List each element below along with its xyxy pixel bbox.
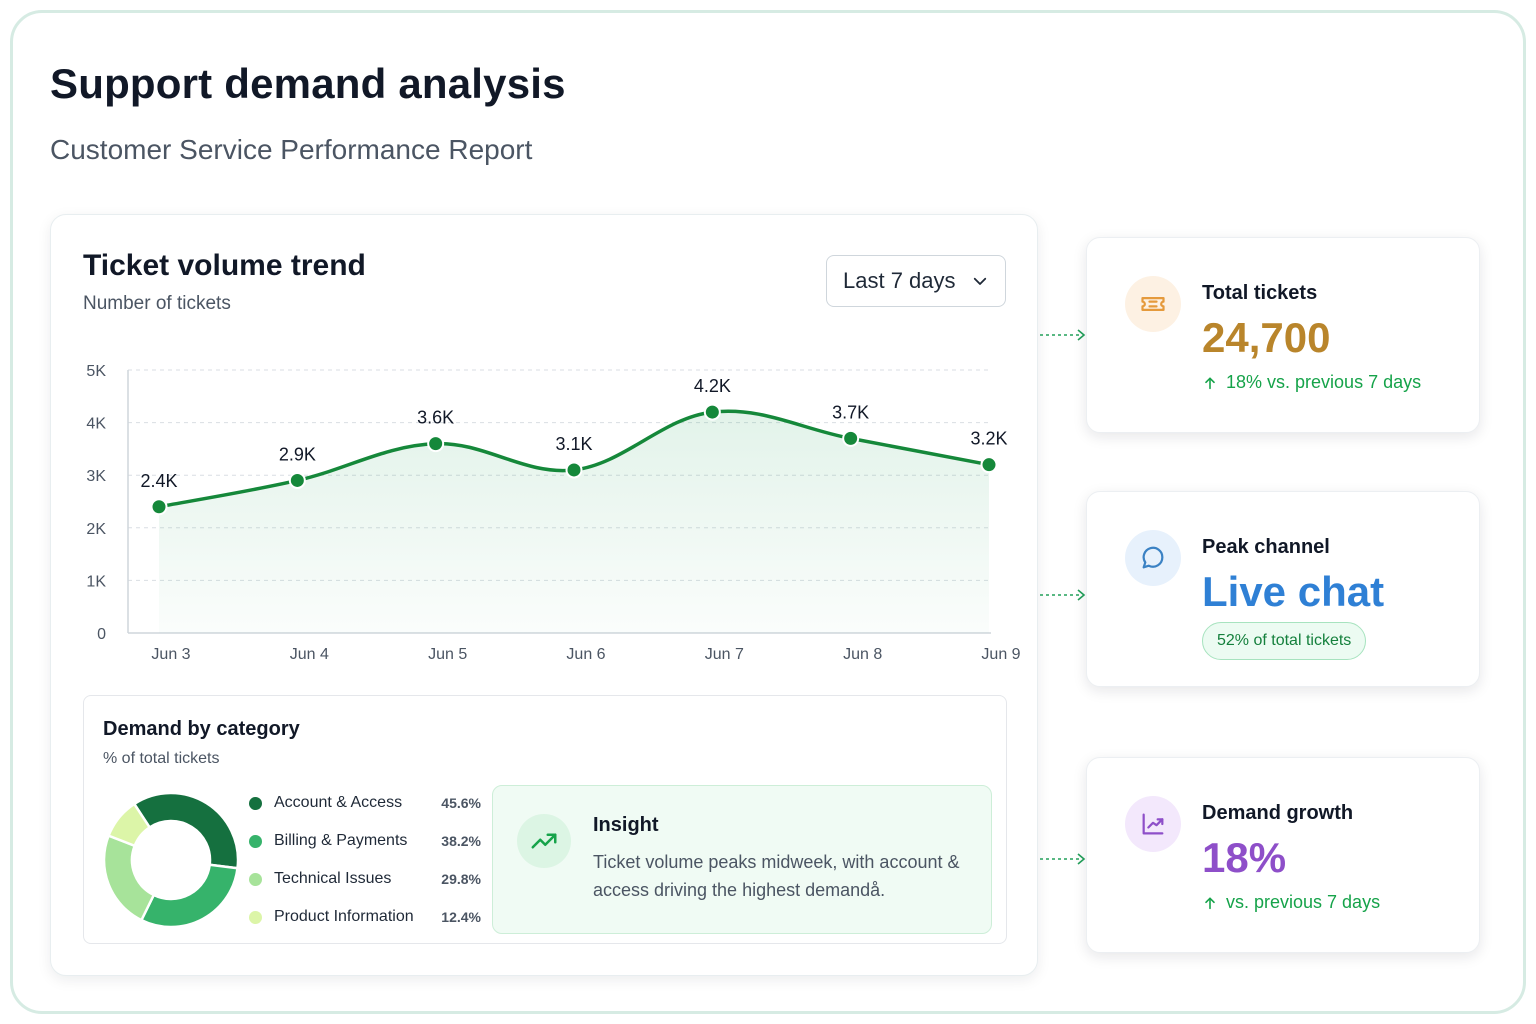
category-panel: Demand by category % of total tickets Ac… — [83, 695, 1007, 944]
data-label: 4.2K — [694, 376, 731, 396]
donut-slice — [106, 802, 152, 848]
donut-slice — [139, 863, 239, 929]
demand-growth-icon-badge — [1125, 796, 1181, 852]
ticket-trend-chart: 0 1K 2K 3K 4K 5K 2.4K 2.9K 3.6K 3.1K 4.2K 3.7K 3.2K… — [86, 363, 1020, 663]
insight-box: Insight Ticket volume peaks midweek, wit… — [492, 785, 992, 934]
category-donut-chart — [102, 791, 240, 929]
legend-label: Product Information — [274, 908, 414, 925]
data-label: 3.7K — [832, 402, 869, 422]
legend-label: Billing & Payments — [274, 832, 408, 849]
data-point — [842, 429, 860, 447]
arrow-up-icon — [1205, 897, 1215, 909]
x-tick-label: Jun 4 — [290, 646, 329, 663]
ticket-icon — [1141, 297, 1165, 311]
category-subtitle: % of total tickets — [103, 750, 220, 767]
x-tick-label: Jun 8 — [843, 646, 882, 663]
trend-card: Ticket volume trend Number of tickets La… — [50, 214, 1038, 976]
legend-item-billing-payments: Billing & Payments 38.2% — [249, 830, 481, 852]
peak-channel-share-badge: 52% of total tickets — [1202, 622, 1367, 660]
connector-arrow — [1040, 853, 1086, 865]
chart-title: Ticket volume trend — [83, 249, 366, 282]
donut-slice — [102, 833, 156, 922]
peak-channel-value: Live chat — [1202, 568, 1385, 615]
x-tick-label: Jun 6 — [566, 646, 605, 663]
insight-title: Insight — [593, 814, 659, 836]
legend-value: 45.6% — [441, 795, 481, 811]
x-tick-label: Jun 3 — [151, 646, 190, 663]
data-label: 3.2K — [970, 429, 1007, 449]
insight-text: Ticket volume peaks midweek, with accoun… — [593, 852, 960, 900]
y-tick-label: 5K — [86, 363, 106, 380]
x-tick-label: Jun 9 — [981, 646, 1020, 663]
data-point — [980, 456, 998, 474]
y-tick-label: 0 — [97, 626, 106, 643]
legend-dot — [249, 872, 262, 886]
total-tickets-label: Total tickets — [1202, 282, 1318, 304]
page-title: Support demand analysis — [50, 60, 566, 107]
legend-item-technical-issues: Technical Issues 29.8% — [249, 868, 481, 890]
date-range-label: Last 7 days — [843, 268, 956, 293]
legend-label: Account & Access — [274, 794, 403, 811]
date-range-select[interactable]: Last 7 days — [826, 255, 1006, 307]
category-title: Demand by category — [103, 718, 300, 740]
donut-slice — [132, 791, 240, 870]
line-chart-icon — [1142, 813, 1164, 835]
total-tickets-change-text: 18% vs. previous 7 days — [1226, 372, 1422, 392]
legend-dot — [249, 910, 262, 924]
legend-item-product-information: Product Information 12.4% — [249, 906, 481, 928]
legend-label: Technical Issues — [274, 870, 392, 887]
demand-growth-value: 18% — [1202, 834, 1287, 881]
y-tick-label: 1K — [86, 573, 106, 590]
y-tick-label: 3K — [86, 468, 106, 485]
page-subtitle: Customer Service Performance Report — [50, 134, 533, 165]
chart-subtitle: Number of tickets — [83, 293, 231, 314]
legend-dot — [249, 834, 262, 848]
legend-value: 12.4% — [441, 909, 481, 925]
chevron-down-icon — [973, 277, 987, 285]
data-point — [288, 471, 306, 489]
legend-dot — [249, 796, 262, 810]
total-tickets-card: Total tickets 24,700 18% vs. previous 7 … — [1086, 237, 1480, 433]
demand-growth-change: vs. previous 7 days — [1202, 892, 1380, 913]
connector-arrow — [1040, 329, 1086, 341]
peak-channel-card: Peak channel Live chat 52% of total tick… — [1086, 491, 1480, 687]
total-tickets-icon-badge — [1125, 276, 1181, 332]
demand-growth-card: Demand growth 18% vs. previous 7 days — [1086, 757, 1480, 953]
total-tickets-change: 18% vs. previous 7 days — [1202, 372, 1421, 393]
data-point — [565, 461, 583, 479]
data-point — [150, 498, 168, 516]
arrow-up-icon — [1205, 377, 1215, 389]
data-point — [427, 435, 445, 453]
connector-arrow — [1040, 589, 1086, 601]
peak-channel-label: Peak channel — [1202, 536, 1330, 558]
demand-growth-change-text: vs. previous 7 days — [1226, 892, 1381, 912]
area-fill — [159, 411, 989, 633]
x-tick-label: Jun 5 — [428, 646, 467, 663]
y-tick-label: 2K — [86, 521, 106, 538]
y-tick-label: 4K — [86, 416, 106, 433]
x-tick-label: Jun 7 — [705, 646, 744, 663]
legend-value: 29.8% — [441, 871, 481, 887]
data-point — [703, 403, 721, 421]
trending-up-icon — [531, 833, 557, 849]
legend-item-account-access: Account & Access 45.6% — [249, 792, 481, 814]
legend-value: 38.2% — [441, 833, 481, 849]
data-label: 2.9K — [279, 444, 316, 464]
data-label: 3.6K — [417, 408, 454, 428]
insight-icon-badge — [517, 814, 571, 868]
data-label: 3.1K — [555, 434, 592, 454]
demand-growth-label: Demand growth — [1202, 802, 1354, 824]
data-label: 2.4K — [140, 471, 177, 491]
total-tickets-value: 24,700 — [1202, 314, 1331, 361]
peak-channel-icon-badge — [1125, 530, 1181, 586]
chat-bubble-icon — [1142, 546, 1164, 569]
